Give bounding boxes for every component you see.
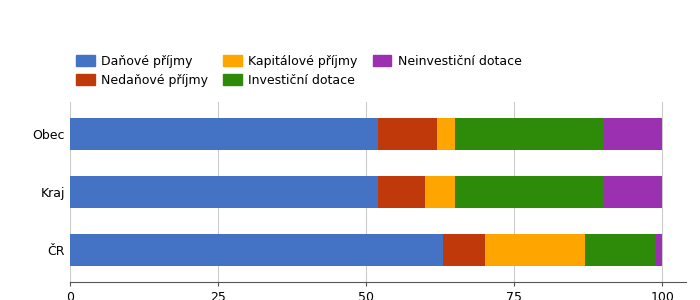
Bar <box>378 118 438 150</box>
Bar <box>70 234 443 266</box>
Bar <box>443 234 484 266</box>
Bar <box>426 176 455 208</box>
Bar <box>603 176 662 208</box>
Legend: Daňové příjmy, Nedaňové příjmy, Kapitálové příjmy, Investiční dotace, Neinvestič: Daňové příjmy, Nedaňové příjmy, Kapitálo… <box>76 55 522 87</box>
Bar <box>455 118 603 150</box>
Bar <box>484 234 585 266</box>
Bar <box>378 176 426 208</box>
Bar <box>585 234 657 266</box>
Bar <box>70 118 378 150</box>
Bar <box>603 118 662 150</box>
Bar <box>455 176 603 208</box>
Bar <box>657 234 662 266</box>
Bar <box>70 176 378 208</box>
Bar <box>438 118 455 150</box>
